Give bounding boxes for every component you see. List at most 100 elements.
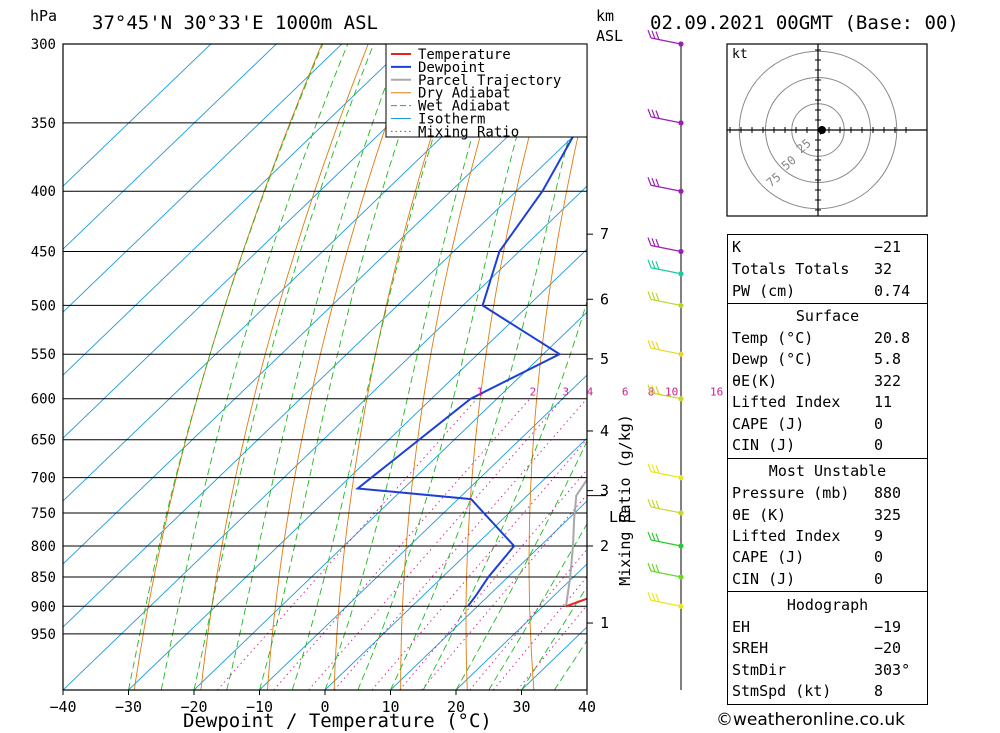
temperature-tick-label: −40 [49,698,76,716]
eh-row: EH −19 [732,618,902,636]
mixing-ratio-label: 2 [530,386,537,399]
mu-cape-row: CAPE (J) 0 [732,548,884,566]
grid-layer [63,27,1000,690]
pressure-tick-label: 950 [31,627,56,643]
wind-barb [650,298,682,307]
parcel-trajectory-line [565,477,587,607]
mu-pressure-row: Pressure (mb) 880 [732,484,902,502]
surface-cin-row: CIN (J) 0 [732,436,884,454]
temperature-tick-label: 10 [381,698,399,716]
wind-barb [650,37,682,45]
isotherm-line [390,500,587,690]
wind-barb [650,539,682,547]
wet-adiabat-line [324,44,501,690]
dry-adiabat-line [133,44,323,690]
height-tick-label: 7 [600,225,609,243]
height-tick-label: 6 [600,290,609,308]
wet-adiabat-line [193,44,375,690]
height-tick-label: 4 [600,422,609,440]
pressure-tick-label: 650 [31,433,56,449]
mixing-ratio-line [517,604,587,690]
x-axis-title: Dewpoint / Temperature (°C) [183,710,492,732]
mixing-ratio-line [217,398,478,690]
wind-barb [650,347,682,355]
wind-barb [650,116,682,124]
dry-adiabat-line [333,44,462,690]
mixing-ratio-line [399,469,587,690]
dry-adiabat-line [465,44,555,690]
mixing-ratio-label: 3 [562,386,569,399]
wet-adiabat-line [259,44,432,690]
hodo-title: Hodograph [786,596,869,614]
mixing-ratio-label: 10 [665,386,678,399]
mixing-ratio-line [371,438,587,690]
pressure-tick-label: 900 [31,599,56,615]
pressure-tick-label: 450 [31,245,56,261]
dewpoint-line [355,109,587,607]
surface-cape-row: CAPE (J) 0 [732,415,884,433]
lcl-label: LCL [609,508,636,526]
isotherm-line [193,311,587,690]
totals-totals-row: Totals Totals 32 [732,260,893,278]
km-unit-label: km [596,7,614,25]
legend-entry: Dry Adiabat [418,86,511,102]
temperature-tick-label: −10 [246,698,273,716]
pressure-tick-label: 850 [31,570,56,586]
pressure-tick-label: 300 [31,37,56,53]
surface-title: Surface [795,307,860,325]
dry-adiabat-line [969,27,1000,690]
isotherm-line [63,44,408,376]
stmdir-row: StmDir 303° [732,661,911,679]
k-index-row: K −21 [732,238,902,256]
wind-level-dot [678,543,684,549]
pressure-unit-label: hPa [30,7,57,25]
mu-theta-row: θE (K) 325 [732,506,902,524]
mu-li-row: Lifted Index 9 [732,527,884,545]
isotherm-line [259,374,587,690]
isotherm-line [128,248,587,690]
isotherm-line [63,44,474,439]
mixing-ratio-label: 1 [477,386,484,399]
pressure-tick-label: 500 [31,298,56,314]
pressure-tick-label: 550 [31,347,56,363]
pw-row: PW (cm) 0.74 [732,282,911,300]
mixing-ratio-axis-title: Mixing Ratio (g/kg) [616,414,634,586]
wind-barb [650,392,682,400]
credit-link[interactable]: ©weatheronline.co.uk [716,710,906,730]
surface-temp-row: Temp (°C) 20.8 [732,329,911,347]
height-tick-label: 2 [600,537,609,555]
temperature-tick-label: 0 [320,698,329,716]
temperature-tick-label: −30 [115,698,142,716]
asl-label: ASL [596,27,623,45]
dry-adiabat-line [267,44,416,690]
wind-level-dot [678,574,684,580]
legend-entry: Temperature [418,47,511,63]
mixing-ratio-line [469,548,587,690]
wet-adiabat-line [488,523,587,690]
location-title: 37°45'N 30°33'E 1000m ASL [92,12,378,34]
pressure-tick-label: 400 [31,184,56,200]
pressure-tick-label: 800 [31,539,56,555]
wind-barb [650,570,682,578]
mixing-ratio-line [308,398,564,690]
mixing-ratio-label: 6 [622,386,629,399]
wet-adiabat-line [128,44,324,690]
axes-layer: 3003504004505005506006507007508008509009… [31,37,768,716]
height-tick-label: 1 [600,614,609,632]
wind-barb [650,184,682,192]
wind-barb [650,506,682,514]
surface-li-row: Lifted Index 11 [732,393,893,411]
wet-adiabat-line [390,65,587,690]
pressure-tick-label: 700 [31,471,56,487]
wind-barb [650,471,682,479]
wet-adiabat-line [226,44,402,690]
wet-adiabat-line [521,585,587,690]
surface-dewp-row: Dewp (°C) 5.8 [732,350,902,368]
isotherm-line [455,563,587,690]
dry-adiabat-line [919,27,1000,690]
dry-adiabat-line [200,44,369,690]
dry-adiabat-line [649,27,697,690]
wind-barb [650,267,682,275]
